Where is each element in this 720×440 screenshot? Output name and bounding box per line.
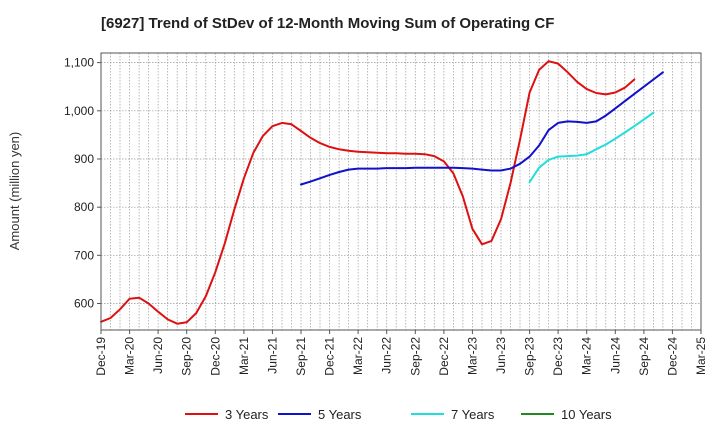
legend-label-3-years: 3 Years: [225, 407, 269, 422]
y-tick-label: 700: [74, 248, 94, 262]
series-line-7-years: [528, 111, 655, 184]
x-tick-label: Jun-22: [380, 337, 394, 374]
y-axis-label: Amount (million yen): [7, 132, 22, 251]
x-tick-label: Dec-19: [94, 337, 108, 376]
x-tick-label: Dec-21: [323, 337, 337, 376]
y-tick-label: 900: [74, 152, 94, 166]
plot-area: [100, 52, 702, 331]
x-tick-label: Mar-22: [351, 337, 365, 375]
x-tick-label: Dec-23: [551, 337, 565, 376]
x-tick-label: Sep-21: [294, 337, 308, 376]
x-tick-label: Dec-20: [208, 337, 222, 376]
x-tick-label: Jun-24: [608, 337, 622, 374]
x-tick-label: Dec-22: [437, 337, 451, 376]
grid: [101, 53, 701, 330]
x-tick-label: Mar-20: [123, 337, 137, 375]
y-tick-label: 1,100: [64, 56, 94, 70]
x-tick-label: Jun-23: [494, 337, 508, 374]
x-tick-label: Mar-25: [694, 337, 708, 375]
series-lines: [100, 60, 664, 325]
y-tick-label: 1,000: [64, 104, 94, 118]
x-tick-label: Sep-22: [408, 337, 422, 376]
legend-label-7-years: 7 Years: [451, 407, 495, 422]
x-tick-label: Dec-24: [665, 337, 679, 376]
series-line-3-years: [100, 60, 636, 325]
x-tick-label: Mar-21: [237, 337, 251, 375]
y-ticks: 600 700 800 900 1,000 1,100: [64, 56, 101, 311]
x-tick-label: Mar-23: [465, 337, 479, 375]
x-tick-label: Sep-24: [637, 337, 651, 376]
x-tick-label: Jun-21: [265, 337, 279, 374]
y-tick-label: 800: [74, 200, 94, 214]
legend-label-5-years: 5 Years: [318, 407, 362, 422]
chart-title: [6927] Trend of StDev of 12-Month Moving…: [101, 15, 554, 32]
series-line-5-years: [300, 71, 664, 186]
x-tick-label: Jun-20: [151, 337, 165, 374]
legend: 3 Years 5 Years 7 Years 10 Years: [185, 407, 612, 422]
x-tick-label: Mar-24: [580, 337, 594, 375]
y-tick-label: 600: [74, 297, 94, 311]
legend-label-10-years: 10 Years: [561, 407, 612, 422]
x-ticks: Dec-19 Mar-20 Jun-20 Sep-20 Dec-20 Mar-21 Jun-…: [94, 330, 708, 376]
x-tick-label: Sep-20: [180, 337, 194, 376]
x-tick-label: Sep-23: [523, 337, 537, 376]
